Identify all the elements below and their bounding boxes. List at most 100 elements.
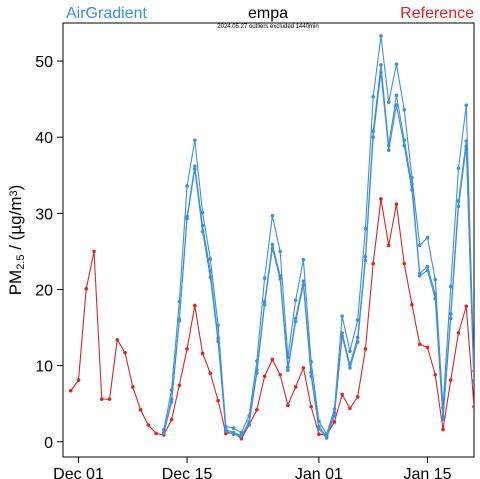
y-axis-label-suffix: ) <box>6 185 25 191</box>
data-point <box>216 398 220 403</box>
data-point <box>247 422 251 427</box>
data-point <box>402 108 407 112</box>
data-point <box>464 144 469 149</box>
data-point <box>76 378 81 382</box>
data-point <box>293 298 298 302</box>
data-point <box>200 210 205 215</box>
data-point <box>386 243 391 248</box>
data-point <box>193 303 197 308</box>
data-point <box>332 414 337 418</box>
data-point <box>146 423 151 427</box>
data-point <box>301 366 306 370</box>
y-tick-label: 40 <box>35 130 53 147</box>
series-line-2 <box>163 64 474 437</box>
x-tick-label: Jan 01 <box>295 466 343 479</box>
data-point <box>363 226 368 231</box>
data-point <box>371 135 375 140</box>
data-point <box>301 279 306 283</box>
data-point <box>441 417 445 422</box>
data-point <box>177 383 182 388</box>
data-point <box>410 187 414 192</box>
data-point <box>340 314 344 318</box>
data-point <box>402 143 407 148</box>
y-tick-label: 30 <box>35 206 53 223</box>
data-point <box>255 371 259 376</box>
data-point <box>371 261 375 266</box>
data-point <box>348 366 352 370</box>
x-tick-label: Dec 15 <box>162 466 213 479</box>
data-point <box>355 395 360 399</box>
data-point <box>270 246 275 251</box>
data-point <box>417 342 422 347</box>
data-point <box>417 243 422 248</box>
data-point <box>185 216 189 221</box>
data-point <box>193 138 197 143</box>
data-point <box>441 427 445 432</box>
y-axis-label-prefix: PM <box>6 270 25 296</box>
data-point <box>464 304 469 309</box>
data-point <box>262 302 267 307</box>
data-point <box>193 164 197 168</box>
data-point <box>301 258 306 262</box>
data-point <box>278 277 282 281</box>
data-point <box>363 258 368 263</box>
data-point <box>394 103 399 108</box>
data-point <box>355 318 360 322</box>
x-tick-label: Dec 01 <box>53 466 104 479</box>
data-point <box>208 371 213 376</box>
data-point <box>107 397 112 401</box>
plot-frame <box>62 22 475 458</box>
data-point <box>193 167 197 171</box>
data-point <box>425 264 430 269</box>
data-point <box>208 275 213 280</box>
data-point <box>371 95 375 99</box>
data-point <box>200 351 205 356</box>
data-point <box>185 184 189 188</box>
data-point <box>386 148 391 152</box>
data-point <box>278 249 282 254</box>
chart-subtitle: 2024.05.27 outliers excluded 1440min <box>217 24 319 30</box>
reference-label: Reference <box>400 5 474 22</box>
data-point <box>340 392 344 397</box>
data-point <box>92 249 96 254</box>
data-point <box>456 204 461 209</box>
airgradient-label: AirGradient <box>66 5 147 22</box>
y-tick-label: 10 <box>35 359 53 376</box>
data-point <box>115 337 120 342</box>
data-point <box>278 372 282 377</box>
y-axis-label-sub: 2.5 <box>15 254 27 269</box>
data-point <box>154 431 158 436</box>
data-point <box>348 406 352 411</box>
data-point <box>348 349 352 353</box>
y-axis-label: PM2.5 / (µg/m3) <box>6 185 27 296</box>
data-point <box>224 429 228 433</box>
chart-title: empa <box>247 5 289 22</box>
data-point <box>394 62 399 66</box>
data-point <box>433 296 438 301</box>
data-point <box>464 139 469 143</box>
data-point <box>255 407 259 412</box>
data-point <box>324 436 329 440</box>
data-point <box>386 100 391 104</box>
data-point <box>464 103 469 108</box>
data-point <box>363 347 368 351</box>
data-point <box>317 427 321 431</box>
data-point <box>317 432 321 436</box>
data-point <box>84 286 89 291</box>
data-point <box>456 166 461 171</box>
data-point <box>472 404 474 409</box>
data-point <box>270 357 275 362</box>
data-point <box>433 372 438 377</box>
data-point <box>231 432 236 436</box>
data-point <box>286 403 290 408</box>
data-point <box>410 302 414 307</box>
data-point <box>394 93 399 98</box>
data-point <box>231 426 236 430</box>
data-point <box>262 276 267 280</box>
data-point <box>200 229 205 234</box>
data-point <box>340 334 344 338</box>
data-point <box>208 257 213 261</box>
y-tick-label: 50 <box>35 54 53 71</box>
data-point <box>394 202 399 207</box>
